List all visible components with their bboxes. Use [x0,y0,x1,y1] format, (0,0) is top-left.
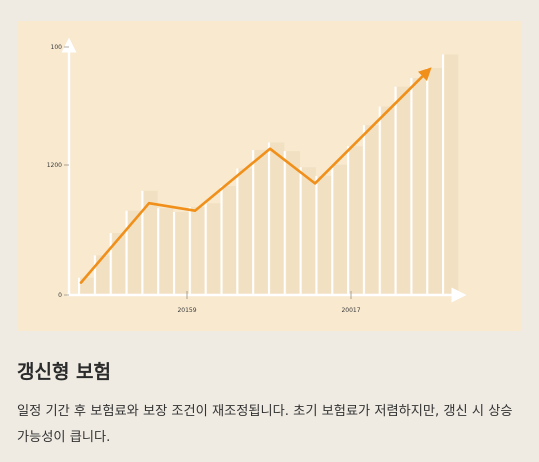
card-title: 갱신형 보험 [17,361,112,383]
bar-shadow [333,164,348,295]
bar-shadow [127,210,142,295]
bar [283,151,286,295]
bar [347,146,350,295]
bar [410,78,413,295]
bar [315,175,318,295]
bar-shadow [254,149,269,295]
bar [378,106,381,296]
bar-shadow [365,125,380,296]
bar [442,54,444,295]
bar-shadow [428,68,443,295]
bar [299,167,302,295]
x-tick-label-1: 20159 [177,307,196,314]
bar [125,210,128,295]
bar [141,190,144,295]
chart-svg: 100 1200 0 20159 20017 [47,37,467,314]
bar-shadow [96,255,111,295]
bar [267,142,270,295]
bar [78,277,80,295]
bar-shadow [191,206,206,295]
bar [362,125,365,296]
bar [172,211,175,295]
bar-shadow [286,151,301,295]
bar-shadow [159,208,174,295]
x-tick-label-2: 20017 [341,307,360,314]
bars-layer [78,54,459,296]
bar-shadow [238,168,253,295]
bar [252,149,255,295]
bar-shadow [302,167,316,295]
bar-shadow [222,185,237,295]
bar [236,168,239,295]
card-description: 일정 기간 후 보험료와 보장 조건이 재조정됩니다. 초기 보험료가 저렴하지… [17,404,513,445]
bar-shadow [143,190,158,295]
bar-shadow [207,203,221,295]
bar-shadow [270,142,285,295]
bar [157,208,160,295]
y-tick-label-top: 100 [51,44,63,51]
bar [426,68,429,295]
bar-shadow [412,78,427,295]
bar [93,255,96,295]
bar [220,185,223,295]
bar-shadow [381,106,396,296]
y-tick-label-bottom: 0 [58,292,62,299]
bar-shadow [175,211,190,295]
bar-shadow [80,277,95,295]
bar-shadow [397,86,411,296]
bar [188,206,191,295]
bar [394,86,397,296]
bar [204,203,207,295]
chart-illustration: 100 1200 0 20159 20017 [17,21,522,331]
bar-shadow [349,146,364,295]
bar-shadow [317,175,332,295]
bar [109,233,112,295]
bar [331,164,334,295]
trend-line [79,67,432,284]
bar-shadow [112,233,126,295]
y-tick-label-mid: 1200 [47,162,62,169]
bar-shadow [444,54,459,295]
